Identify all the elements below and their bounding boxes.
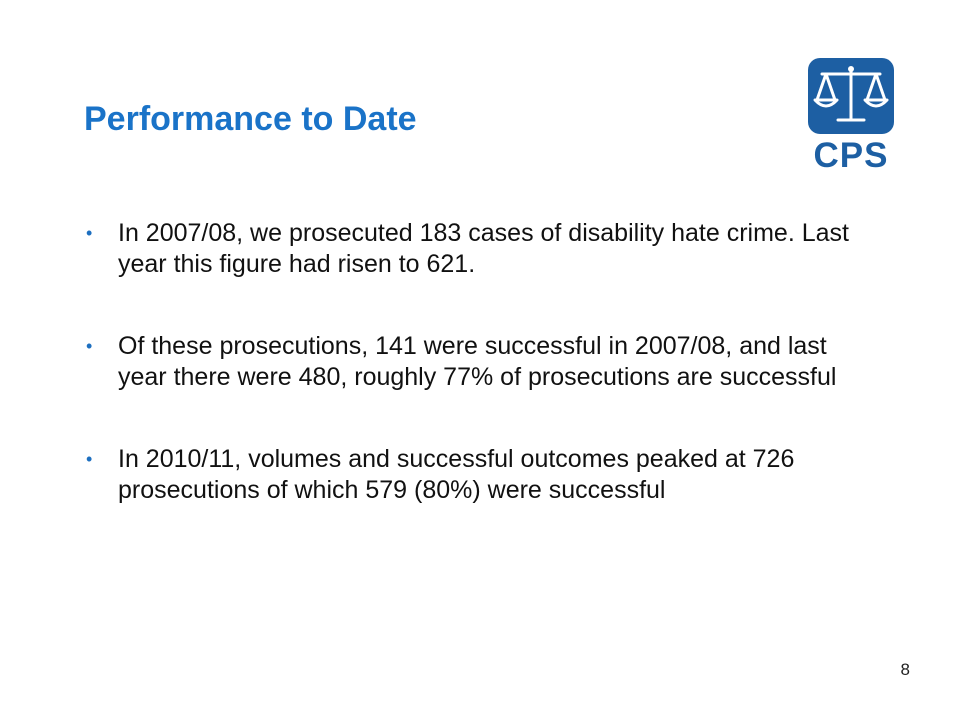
page-number: 8 (900, 660, 910, 679)
bullet-item: • Of these prosecutions, 141 were succes… (84, 331, 874, 393)
bullet-text: Of these prosecutions, 141 were successf… (118, 332, 837, 391)
bullet-marker: • (86, 449, 93, 469)
cps-logo: CPS (808, 58, 894, 178)
bullet-text: In 2010/11, volumes and successful outco… (118, 445, 795, 504)
scales-of-justice-icon (808, 58, 894, 134)
bullet-marker: • (86, 223, 93, 243)
bullet-list: • In 2007/08, we prosecuted 183 cases of… (84, 218, 874, 506)
bullet-item: • In 2010/11, volumes and successful out… (84, 444, 874, 506)
bullet-item: • In 2007/08, we prosecuted 183 cases of… (84, 218, 874, 280)
cps-logo-text: CPS (813, 136, 889, 175)
slide-title: Performance to Date (84, 100, 417, 138)
bullet-text: In 2007/08, we prosecuted 183 cases of d… (118, 219, 849, 278)
bullet-marker: • (86, 336, 93, 356)
